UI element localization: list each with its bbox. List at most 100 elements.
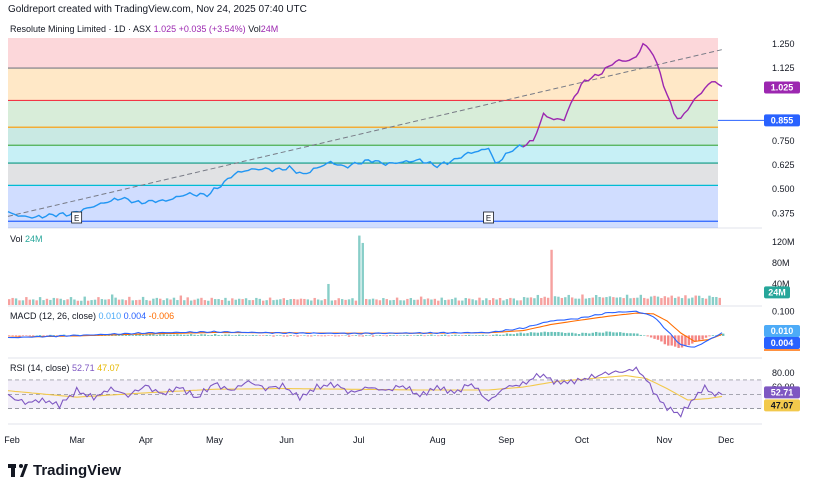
macd-hist-168 [584, 332, 588, 336]
volume-bar-181 [629, 298, 632, 305]
volume-bar-120 [419, 296, 423, 305]
volume-bar-2 [14, 298, 18, 305]
macd-hist-204 [708, 335, 711, 337]
fib-zone-0.618 [8, 127, 718, 146]
macd-hist-97 [340, 335, 344, 336]
volume-bar-117 [409, 298, 413, 305]
volume-bar-156 [543, 296, 546, 305]
volume-bar-25 [93, 299, 97, 305]
rsi-line [7, 366, 723, 418]
volume-bar-109 [382, 298, 385, 305]
volume-bar-79 [279, 299, 282, 305]
volume-bar-150 [522, 297, 526, 305]
volume-bar-58 [207, 300, 210, 305]
macd-hist-99 [347, 335, 351, 337]
volume-bar-73 [258, 298, 261, 305]
macd-hist-181 [629, 333, 632, 336]
volume-bar-15 [59, 298, 62, 305]
macd-hist-196 [680, 335, 684, 348]
volume-bar-17 [66, 299, 69, 305]
macd-hist-61 [217, 334, 220, 336]
volume-bar-21 [80, 300, 83, 305]
macd-hist-141 [492, 334, 495, 336]
macd-hist-54 [193, 334, 196, 336]
macd-hist-200 [694, 335, 697, 342]
macd-hist-179 [622, 332, 625, 336]
macd-hist-151 [526, 333, 529, 336]
time-label-nov: Nov [656, 435, 673, 445]
macd-hist-50 [179, 334, 183, 336]
volume-bar-95 [334, 300, 337, 305]
macd-hist-120 [419, 334, 423, 336]
macd-line-value: 0.004 [123, 311, 147, 321]
volume-bar-135 [471, 299, 474, 305]
macd-tick-0: 0.100 [772, 306, 795, 316]
macd-hist-63 [224, 334, 227, 336]
macd-hist-143 [498, 334, 502, 336]
macd-hist-33 [121, 334, 124, 336]
macd-hist-184 [639, 334, 643, 336]
volume-bar-13 [52, 297, 56, 305]
volume-bar-161 [560, 297, 564, 305]
macd-hist-126 [440, 334, 443, 336]
volume-bar-186 [646, 298, 649, 305]
volume-bar-110 [385, 299, 388, 305]
macd-hist-12 [49, 334, 52, 336]
price-tick-2: 0.750 [772, 136, 795, 146]
volume-bar-7 [32, 299, 35, 305]
macd-hist-107 [375, 335, 378, 336]
macd-hist-36 [131, 335, 134, 336]
macd-hist-55 [196, 335, 200, 336]
volume-bar-22 [83, 296, 86, 305]
volume-bar-74 [262, 300, 265, 305]
macd-hist-42 [152, 334, 155, 336]
volume-bar-175 [608, 296, 612, 305]
rsi-band [8, 379, 762, 409]
volume-bar-60 [213, 299, 217, 305]
volume-bar-147 [512, 298, 516, 305]
volume-bar-87 [306, 299, 310, 305]
macd-hist-64 [227, 334, 231, 336]
volume-bar-66 [234, 299, 237, 305]
macd-hist-172 [598, 332, 601, 336]
macd-hist-208 [722, 333, 725, 336]
macd-hist-104 [365, 335, 368, 336]
volume-bar-145 [505, 299, 509, 305]
macd-hist-41 [148, 334, 152, 336]
volume-bar-138 [481, 300, 485, 305]
macd-hist-94 [330, 335, 334, 336]
volume-bar-160 [557, 296, 560, 305]
macd-hist-148 [516, 333, 519, 336]
volume-bar-200 [694, 295, 697, 305]
volume-bar-164 [570, 297, 574, 305]
macd-hist-195 [677, 335, 680, 348]
volume-bar-78 [275, 299, 279, 305]
macd-hist-56 [200, 334, 203, 336]
volume-bar-144 [502, 300, 505, 305]
volume-tick-1: 80M [772, 258, 790, 268]
macd-hist-197 [684, 335, 687, 347]
macd-hist-108 [378, 335, 382, 336]
macd-hist-138 [481, 334, 485, 336]
macd-hist-127 [443, 334, 447, 336]
volume-bar-127 [443, 300, 447, 305]
macd-hist-132 [461, 335, 464, 337]
volume-bar-167 [581, 294, 584, 305]
macd-hist-83 [292, 335, 296, 337]
fib-zone-0.5 [8, 145, 718, 164]
rsi-tag: 52.71 [771, 387, 794, 397]
volume-bar-47 [169, 299, 172, 305]
fib-zone-0.382 [8, 163, 718, 186]
volume-bar-171 [594, 295, 598, 305]
volume-bar-19 [73, 299, 76, 305]
volume-bar-165 [574, 298, 577, 305]
macd-hist-164 [570, 332, 574, 336]
volume-bar-32 [117, 299, 121, 305]
volume-bar-152 [529, 297, 533, 305]
tradingview-logo: TradingView [8, 462, 121, 479]
volume-bar-187 [649, 296, 653, 305]
volume-bar-148 [516, 300, 519, 305]
macd-hist-165 [574, 333, 577, 336]
macd-hist-156 [543, 331, 546, 336]
